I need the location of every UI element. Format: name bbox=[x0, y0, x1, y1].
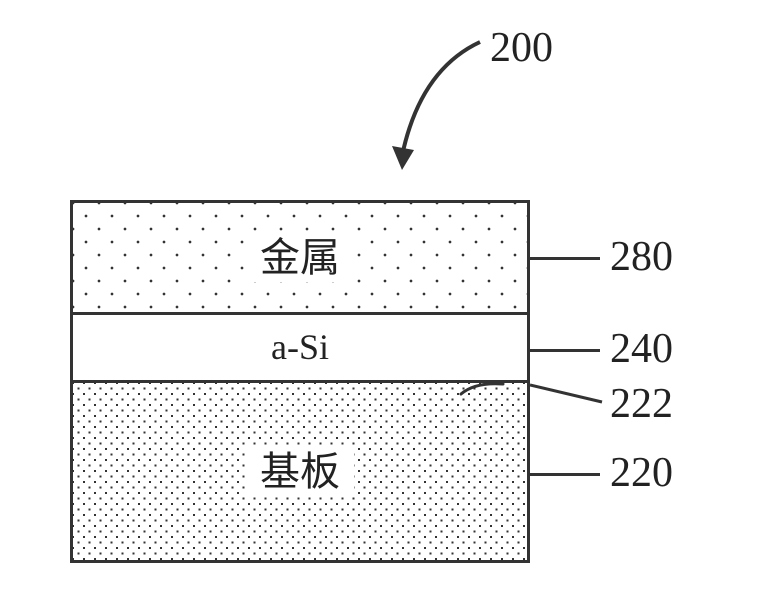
layer-substrate: 基板 bbox=[70, 383, 530, 563]
ref-200: 200 bbox=[490, 24, 553, 72]
leader-280 bbox=[530, 257, 600, 260]
interface-tick-222 bbox=[459, 380, 505, 396]
ref-240: 240 bbox=[610, 325, 673, 373]
leader-240 bbox=[530, 349, 600, 352]
layer-stack: 金属 a-Si 基板 bbox=[70, 200, 530, 563]
diagram-area: 200 金属 a-Si 基板 280 240 222 220 bbox=[70, 30, 710, 590]
leader-220 bbox=[530, 473, 600, 476]
ref-220: 220 bbox=[610, 449, 673, 497]
layer-metal-label: 金属 bbox=[246, 234, 354, 282]
ref-222: 222 bbox=[610, 380, 673, 428]
leader-222 bbox=[530, 380, 610, 410]
layer-asi: a-Si bbox=[70, 315, 530, 383]
layer-metal: 金属 bbox=[70, 200, 530, 315]
layer-asi-label: a-Si bbox=[257, 326, 343, 370]
ref-280: 280 bbox=[610, 233, 673, 281]
layer-substrate-label: 基板 bbox=[246, 448, 354, 496]
